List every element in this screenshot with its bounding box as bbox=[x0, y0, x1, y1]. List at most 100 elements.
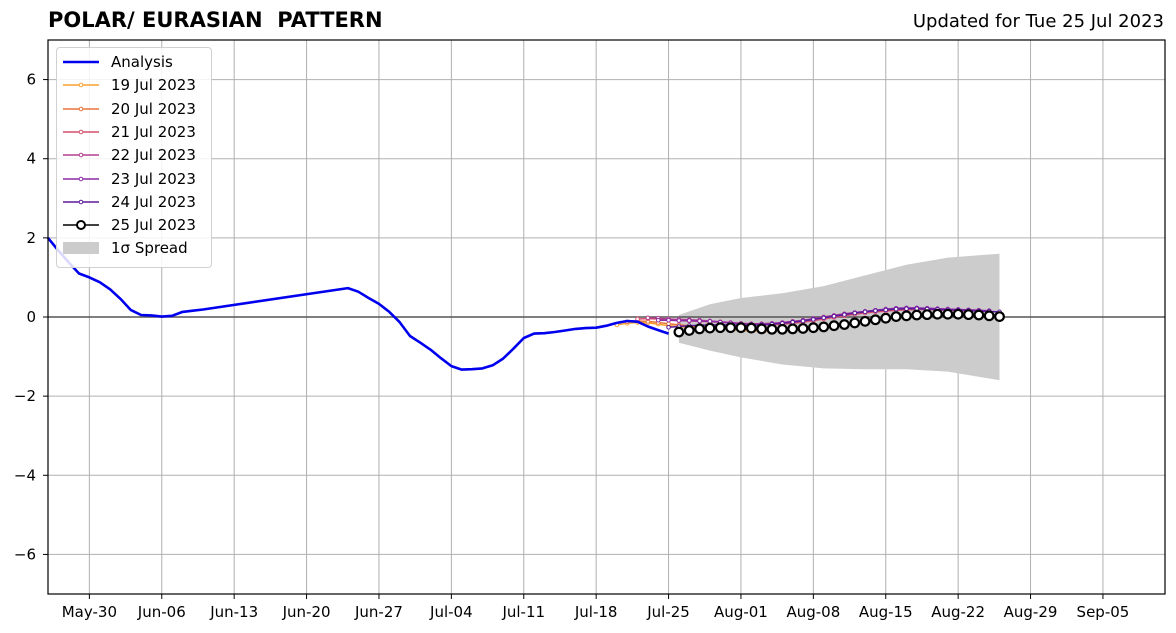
forecast-point bbox=[673, 326, 685, 338]
legend-marker bbox=[78, 152, 84, 158]
axes-layer: May-30 Jun-06 Jun-13 Jun-20 Jun-27 Jul-04 Jul-… bbox=[14, 39, 1166, 621]
x-tick-label: Aug-15 bbox=[859, 603, 913, 621]
x-tick-label: Jul-25 bbox=[646, 603, 690, 621]
legend-swatch bbox=[63, 60, 99, 64]
legend-swatch bbox=[63, 199, 99, 205]
forecast-point bbox=[686, 318, 692, 323]
y-tick-label: −6 bbox=[14, 545, 36, 563]
forecast-point bbox=[870, 314, 881, 326]
x-tick-label: Jul-18 bbox=[574, 603, 618, 621]
legend-swatch bbox=[63, 242, 99, 255]
forecast-point bbox=[842, 312, 847, 317]
legend-label: 21 Jul 2023 bbox=[111, 122, 196, 141]
forecast-point bbox=[756, 323, 768, 335]
legend-band-swatch bbox=[63, 242, 99, 255]
forecast-point bbox=[655, 317, 661, 323]
forecast-point bbox=[911, 309, 923, 321]
legend-label: Analysis bbox=[111, 53, 173, 71]
series-layer bbox=[46, 237, 1005, 371]
legend-item: 21 Jul 2023 bbox=[57, 122, 211, 142]
x-tick-label: Jun-20 bbox=[282, 603, 331, 621]
legend-label: 22 Jul 2023 bbox=[111, 146, 196, 165]
forecast-point bbox=[790, 319, 795, 325]
forecast-point bbox=[645, 315, 651, 321]
y-tick-label: 4 bbox=[26, 150, 36, 168]
forecast-point bbox=[694, 323, 705, 335]
forecast-point bbox=[745, 322, 757, 334]
legend-swatch bbox=[63, 220, 99, 231]
forecast-point bbox=[873, 308, 878, 313]
forecast-point bbox=[890, 311, 902, 323]
legend-item: 20 Jul 2023 bbox=[57, 99, 211, 119]
x-tick-label: Aug-29 bbox=[1004, 603, 1058, 621]
forecast-point bbox=[821, 315, 826, 321]
x-tick-label: Aug-08 bbox=[786, 603, 840, 621]
forecast-point bbox=[963, 309, 974, 321]
forecast-point bbox=[952, 308, 964, 320]
forecast-point bbox=[818, 321, 830, 333]
forecast-point bbox=[849, 317, 861, 329]
legend-marker bbox=[76, 220, 86, 231]
forecast-point bbox=[811, 317, 816, 322]
forecast-point bbox=[883, 307, 889, 313]
legend-item: 19 Jul 2023 bbox=[57, 75, 211, 95]
legend-label: 20 Jul 2023 bbox=[111, 99, 196, 118]
chart-updated-date: Updated for Tue 25 Jul 2023 bbox=[912, 11, 1164, 32]
legend-label: 23 Jul 2023 bbox=[111, 169, 196, 188]
forecast-point bbox=[932, 308, 943, 320]
forecast-point bbox=[838, 319, 850, 330]
legend-label: 1σ Spread bbox=[111, 239, 188, 258]
legend-item: Analysis bbox=[57, 52, 211, 72]
forecast-point bbox=[859, 315, 871, 327]
forecast-point bbox=[862, 309, 868, 315]
legend-marker bbox=[78, 176, 84, 181]
y-tick-label: −2 bbox=[14, 387, 36, 405]
forecast-point bbox=[666, 324, 671, 330]
forecast-point bbox=[994, 311, 1005, 323]
x-tick-label: Sep-05 bbox=[1077, 603, 1130, 621]
legend-swatch bbox=[63, 176, 99, 181]
forecast-point bbox=[880, 312, 892, 324]
x-tick-label: Jun-06 bbox=[137, 603, 186, 621]
forecast-point bbox=[942, 308, 954, 320]
forecast-point bbox=[787, 323, 799, 335]
legend-label: 19 Jul 2023 bbox=[111, 76, 196, 95]
legend-swatch bbox=[63, 106, 99, 111]
legend-marker bbox=[78, 199, 84, 205]
forecast-point bbox=[676, 318, 682, 323]
plot-frame bbox=[47, 39, 1166, 595]
forecast-point bbox=[635, 316, 640, 322]
forecast-point bbox=[800, 318, 806, 324]
y-tick-label: 6 bbox=[26, 71, 36, 89]
forecast-point bbox=[714, 322, 726, 334]
x-tick-label: Jul-11 bbox=[501, 603, 545, 621]
forecast-series bbox=[673, 308, 1005, 338]
forecast-point bbox=[735, 322, 747, 334]
forecast-point bbox=[797, 323, 809, 334]
forecast-point bbox=[852, 310, 858, 316]
legend-marker bbox=[78, 82, 84, 88]
y-tick-label: 2 bbox=[26, 229, 36, 247]
forecast-point bbox=[725, 322, 737, 334]
legend-label: 25 Jul 2023 bbox=[111, 216, 196, 235]
legend-item: 1σ Spread bbox=[57, 238, 211, 258]
forecast-point bbox=[707, 319, 713, 324]
forecast-point bbox=[666, 321, 671, 327]
legend-item: 23 Jul 2023 bbox=[57, 169, 211, 189]
analysis-line bbox=[46, 237, 670, 371]
forecast-point bbox=[973, 309, 985, 321]
forecast-point bbox=[807, 322, 819, 334]
chart-legend: Analysis 19 Jul 2023 20 Jul 2023 21 Jul 202… bbox=[56, 47, 212, 268]
forecast-point bbox=[776, 323, 788, 335]
forecast-point bbox=[904, 306, 909, 311]
x-tick-label: Jun-27 bbox=[354, 603, 403, 621]
forecast-point bbox=[666, 317, 671, 323]
legend-marker bbox=[78, 129, 84, 135]
y-tick-label: −4 bbox=[14, 466, 36, 484]
chart-title: POLAR/ EURASIAN PATTERN bbox=[48, 8, 383, 32]
forecast-point bbox=[983, 310, 995, 322]
forecast-point bbox=[921, 309, 933, 321]
forecast-point bbox=[704, 322, 716, 334]
y-tick-label: 0 bbox=[26, 308, 36, 326]
x-tick-label: Aug-01 bbox=[714, 603, 768, 621]
